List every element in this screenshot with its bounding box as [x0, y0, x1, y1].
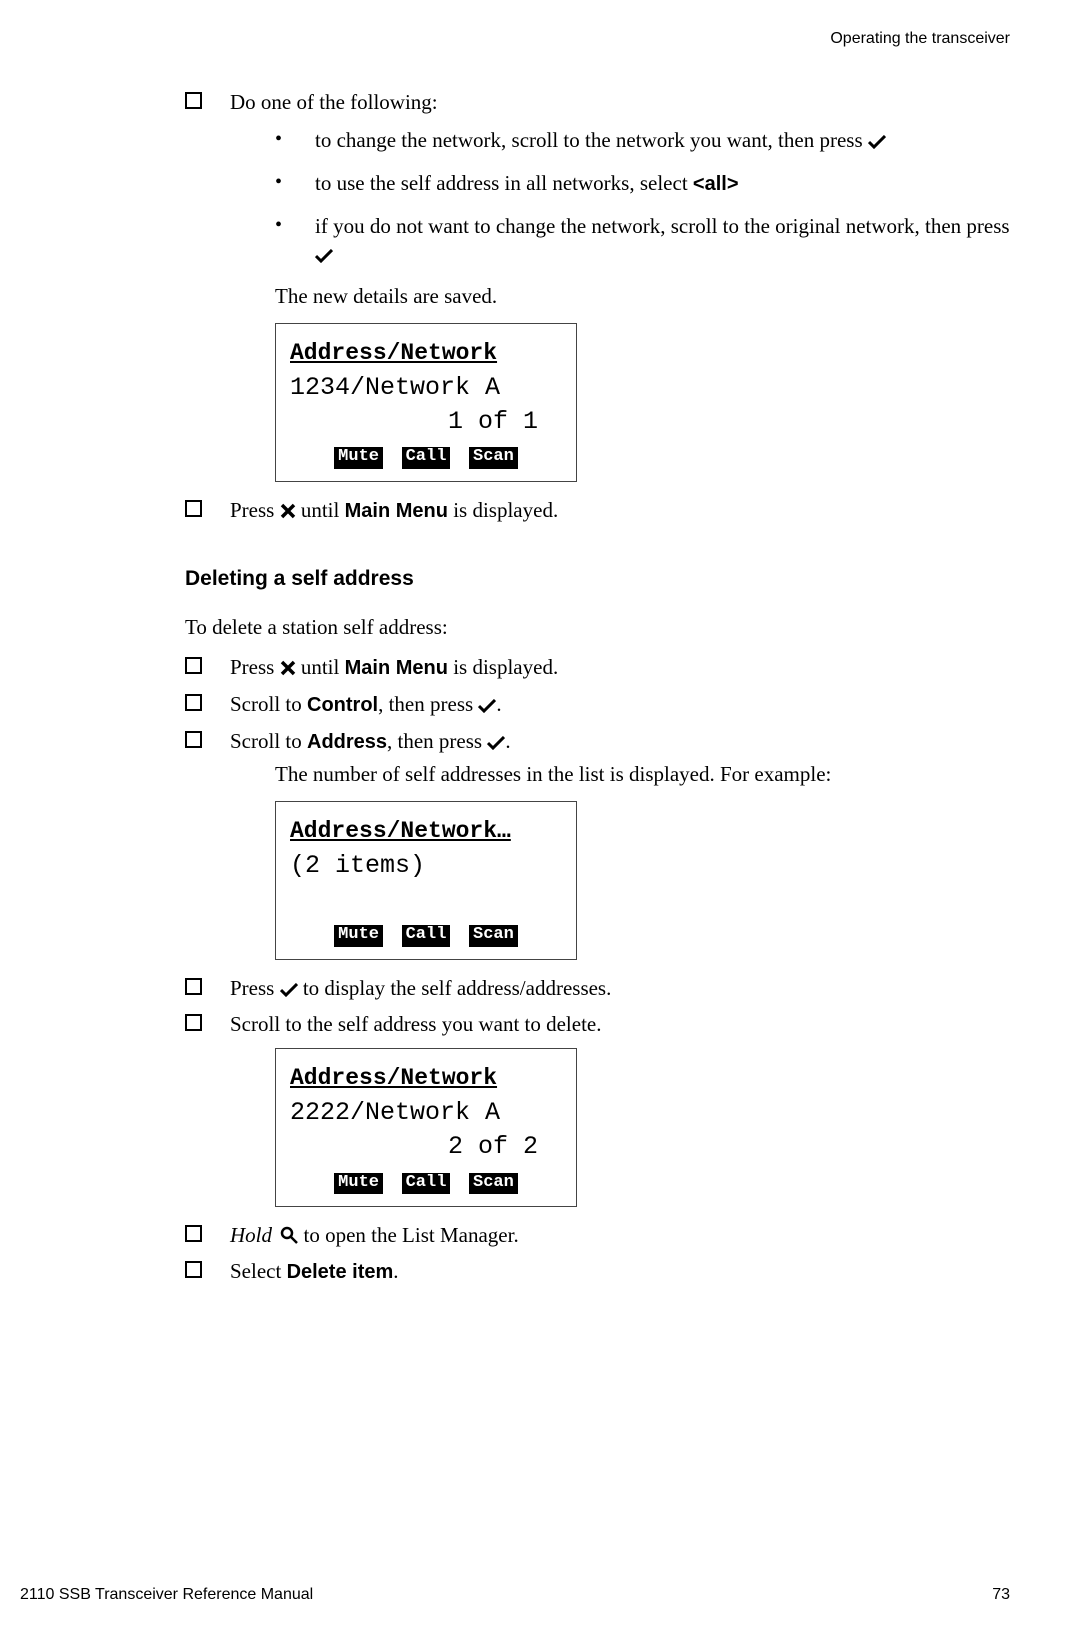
checkbox-icon [185, 978, 202, 995]
bullet-text: to use the self address in all networks,… [315, 171, 693, 195]
step-s2-3: Scroll to Address, then press . The numb… [185, 727, 1010, 959]
softkey-call: Call [402, 1173, 451, 1194]
softkey-call: Call [402, 447, 451, 468]
page-footer: 2110 SSB Transceiver Reference Manual 73 [20, 1586, 1010, 1604]
followup-text-2: The number of self addresses in the list… [275, 760, 1010, 788]
softkey-call: Call [402, 925, 451, 946]
softkey-scan: Scan [469, 925, 518, 946]
t: until [296, 655, 345, 679]
checkbox-icon [185, 657, 202, 674]
t: Scroll to [230, 729, 307, 753]
lcd-screen-3: Address/Network 2222/Network A 2 of 2 Mu… [275, 1048, 577, 1207]
screen-line2: 1 of 1 [290, 405, 562, 439]
footer-title: 2110 SSB Transceiver Reference Manual [20, 1586, 313, 1604]
screen-title: Address/Network [290, 338, 562, 369]
step-text-end: is displayed. [448, 498, 558, 522]
step-s2-5: Scroll to the self address you want to d… [185, 1010, 1010, 1207]
step-press-x: Press until Main Menu is displayed. [185, 496, 1010, 525]
bold-main-menu: Main Menu [345, 500, 448, 522]
t: . [393, 1259, 398, 1283]
screen-line1: 1234/Network A [290, 371, 562, 405]
t: Press [230, 655, 280, 679]
section2-intro: To delete a station self address: [185, 613, 1010, 641]
screen-title: Address/Network… [290, 816, 562, 847]
t: Scroll to the self address you want to d… [230, 1012, 602, 1036]
checkbox-icon [185, 694, 202, 711]
t: Select [230, 1259, 287, 1283]
bullet-2: to use the self address in all networks,… [275, 169, 1010, 198]
italic-hold: Hold [230, 1223, 272, 1247]
check-icon [487, 736, 505, 750]
lcd-screen-2: Address/Network… (2 items) Mute Call Sca… [275, 801, 577, 960]
t: , then press [378, 692, 478, 716]
checkbox-icon [185, 1225, 202, 1242]
step-s2-6: Hold to open the List Manager. [185, 1221, 1010, 1249]
t: is displayed. [448, 655, 558, 679]
page-content: Do one of the following: to change the n… [185, 88, 1010, 1286]
section-heading-deleting: Deleting a self address [185, 565, 1010, 593]
checkbox-icon [185, 731, 202, 748]
check-icon [315, 249, 333, 263]
t: Press [230, 976, 280, 1000]
step-list-1: Do one of the following: to change the n… [185, 88, 1010, 525]
bullet-1: to change the network, scroll to the net… [275, 126, 1010, 154]
screen-softkeys: Mute Call Scan [290, 442, 562, 470]
check-icon [478, 699, 496, 713]
softkey-mute: Mute [334, 925, 383, 946]
screen-line2 [290, 882, 562, 916]
bold: Address [307, 731, 387, 753]
screen-softkeys: Mute Call Scan [290, 1168, 562, 1196]
step-s2-4: Press to display the self address/addres… [185, 974, 1010, 1002]
lcd-screen-1: Address/Network 1234/Network A 1 of 1 Mu… [275, 323, 577, 482]
softkey-mute: Mute [334, 447, 383, 468]
step-text-after: until [296, 498, 345, 522]
step-do-one: Do one of the following: to change the n… [185, 88, 1010, 482]
step-text: Do one of the following: [230, 90, 438, 114]
screen-line1: (2 items) [290, 849, 562, 883]
followup-text: The new details are saved. [275, 282, 1010, 310]
t: Scroll to [230, 692, 307, 716]
checkbox-icon [185, 500, 202, 517]
bullet-list: to change the network, scroll to the net… [275, 126, 1010, 268]
bold: Main Menu [345, 657, 448, 679]
bullet-3: if you do not want to change the network… [275, 212, 1010, 269]
checkbox-icon [185, 1261, 202, 1278]
magnify-icon [280, 1226, 298, 1244]
softkey-scan: Scan [469, 1173, 518, 1194]
step-s2-7: Select Delete item. [185, 1257, 1010, 1286]
t: to display the self address/addresses. [298, 976, 612, 1000]
softkey-scan: Scan [469, 447, 518, 468]
screen-title: Address/Network [290, 1063, 562, 1094]
step-list-2: Press until Main Menu is displayed. Scro… [185, 653, 1010, 1286]
screen-line1: 2222/Network A [290, 1096, 562, 1130]
checkbox-icon [185, 1014, 202, 1031]
t: . [496, 692, 501, 716]
screen-line2: 2 of 2 [290, 1130, 562, 1164]
t: . [505, 729, 510, 753]
bold: Control [307, 694, 378, 716]
softkey-mute: Mute [334, 1173, 383, 1194]
cross-icon [280, 660, 296, 676]
step-s2-1: Press until Main Menu is displayed. [185, 653, 1010, 682]
bullet-text: to change the network, scroll to the net… [315, 128, 868, 152]
t: to open the List Manager. [298, 1223, 518, 1247]
cross-icon [280, 503, 296, 519]
bold-all: <all> [693, 173, 739, 195]
bullet-text: if you do not want to change the network… [315, 214, 1010, 238]
screen-softkeys: Mute Call Scan [290, 920, 562, 948]
step-s2-2: Scroll to Control, then press . [185, 690, 1010, 719]
step-text-before: Press [230, 498, 280, 522]
footer-page-number: 73 [992, 1586, 1010, 1604]
bold-delete-item: Delete item [287, 1261, 394, 1283]
checkbox-icon [185, 92, 202, 109]
check-icon [280, 983, 298, 997]
check-icon [868, 135, 886, 149]
t: , then press [387, 729, 487, 753]
running-header: Operating the transceiver [55, 30, 1010, 48]
